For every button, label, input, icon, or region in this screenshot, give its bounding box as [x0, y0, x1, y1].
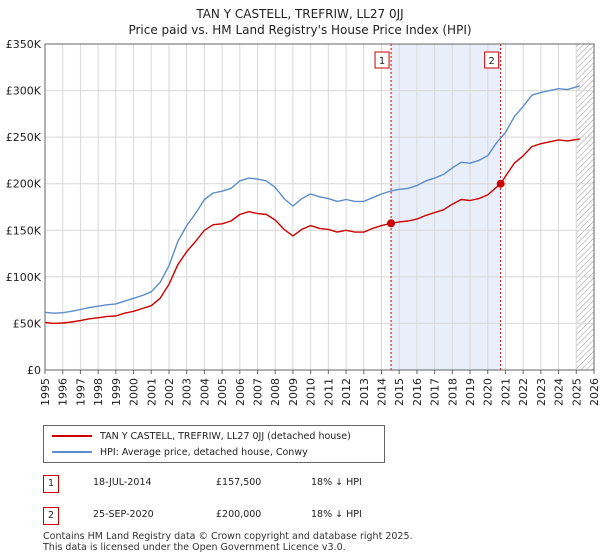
legend-swatch-hpi: [52, 451, 92, 453]
x-tick-label: 2026: [588, 378, 600, 406]
footer-licence: This data is licensed under the Open Gov…: [43, 542, 346, 553]
x-tick-label: 2005: [216, 378, 229, 406]
transaction-hpi-diff: 18% ↓ HPI: [311, 477, 362, 488]
x-tick-label: 2011: [322, 378, 335, 406]
legend-label-property: TAN Y CASTELL, TREFRIW, LL27 0JJ (detach…: [100, 430, 351, 442]
x-tick-label: 2012: [340, 378, 353, 406]
legend-item-property: TAN Y CASTELL, TREFRIW, LL27 0JJ (detach…: [52, 429, 351, 443]
x-tick-label: 1995: [39, 378, 52, 406]
hpi-line: [44, 85, 581, 314]
y-tick-label: £250K: [6, 131, 42, 144]
sale-point: [387, 219, 396, 228]
plot-area: [45, 44, 594, 370]
transaction-price: £157,500: [216, 477, 262, 488]
sale-label-number: 1: [379, 56, 385, 67]
transaction-badge: 2: [43, 507, 59, 525]
plot-frame: [44, 43, 595, 371]
x-tick-label: 2024: [553, 378, 566, 406]
x-tick-label: 1996: [57, 378, 70, 406]
y-tick-label: £100K: [6, 271, 42, 284]
y-tick-label: £350K: [6, 38, 42, 51]
property-price-line: [44, 138, 580, 325]
x-tick-label: 2013: [358, 378, 371, 406]
y-tick-label: £300K: [6, 85, 42, 98]
y-tick-label: £200K: [6, 178, 42, 191]
x-tick-label: 2006: [234, 378, 247, 406]
x-tick-label: 2023: [535, 378, 548, 406]
x-tick-label: 2014: [375, 378, 388, 406]
transaction-row: 1 18-JUL-2014 £157,500 18% ↓ HPI: [43, 475, 563, 493]
price-chart: £0 £50K £100K £150K £200K £250K £300K £350K 1995…: [6, 38, 600, 406]
x-tick-label: 1998: [92, 378, 105, 406]
transaction-price: £200,000: [216, 509, 262, 520]
x-tick-label: 2019: [464, 378, 477, 406]
x-tick-label: 1999: [110, 378, 123, 406]
x-tick-label: 2000: [128, 378, 141, 406]
x-tick-label: 2003: [181, 378, 194, 406]
sale-label-number: 2: [488, 56, 494, 67]
x-tick-label: 2009: [287, 378, 300, 406]
y-tick-label: £50K: [13, 317, 42, 330]
transaction-date: 25-SEP-2020: [93, 509, 154, 520]
sale-point: [496, 179, 505, 188]
legend-item-hpi: HPI: Average price, detached house, Conw…: [52, 445, 308, 459]
x-tick-label: 1997: [74, 378, 87, 406]
x-tick-label: 2010: [305, 378, 318, 406]
x-tick-label: 2015: [393, 378, 406, 406]
legend: TAN Y CASTELL, TREFRIW, LL27 0JJ (detach…: [43, 425, 385, 463]
y-tick-label: £0: [27, 364, 41, 377]
chart-title: TAN Y CASTELL, TREFRIW, LL27 0JJ: [196, 7, 404, 21]
y-tick-label: £150K: [6, 224, 42, 237]
transaction-hpi-diff: 18% ↓ HPI: [311, 509, 362, 520]
legend-swatch-property: [52, 435, 92, 437]
x-tick-label: 2008: [269, 378, 282, 406]
x-tick-label: 2017: [429, 378, 442, 406]
sale-label-box: [484, 51, 500, 69]
x-tick-label: 2018: [446, 378, 459, 406]
x-tick-label: 2002: [163, 378, 176, 406]
transaction-date: 18-JUL-2014: [93, 477, 152, 488]
x-tick-label: 2004: [198, 378, 211, 406]
x-tick-label: 2016: [411, 378, 424, 406]
footer-copyright: Contains HM Land Registry data © Crown c…: [43, 531, 413, 542]
sale-period-shade: [391, 44, 501, 370]
x-tick-label: 2022: [517, 378, 530, 406]
x-tick-label: 2007: [252, 378, 265, 406]
transaction-badge: 1: [43, 475, 59, 493]
forecast-hatch: [576, 44, 594, 370]
chart-subtitle: Price paid vs. HM Land Registry's House …: [128, 23, 472, 37]
footer: Contains HM Land Registry data © Crown c…: [43, 531, 413, 553]
legend-label-hpi: HPI: Average price, detached house, Conw…: [100, 446, 308, 458]
transaction-row: 2 25-SEP-2020 £200,000 18% ↓ HPI: [43, 507, 563, 525]
x-tick-label: 2021: [499, 378, 512, 406]
x-tick-label: 2020: [482, 378, 495, 406]
x-tick-label: 2001: [145, 378, 158, 406]
sale-label-box: [374, 51, 390, 69]
x-tick-label: 2025: [570, 378, 583, 406]
